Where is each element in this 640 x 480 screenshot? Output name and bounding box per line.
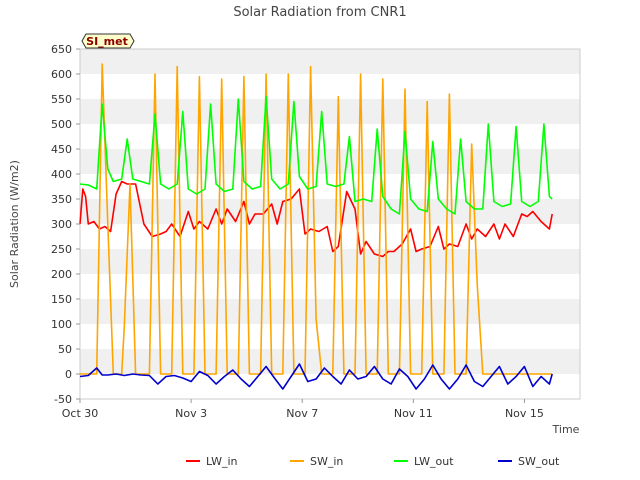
- y-tick-label: 150: [51, 293, 72, 306]
- y-tick-label: 550: [51, 93, 72, 106]
- y-tick-label: 350: [51, 193, 72, 206]
- legend: LW_in SW_in LW_out SW_out: [186, 455, 560, 468]
- grid-band: [80, 174, 580, 199]
- x-axis-label: Time: [552, 423, 580, 436]
- y-tick-label: 0: [65, 368, 72, 381]
- y-tick-label: 250: [51, 243, 72, 256]
- site-label-shape: [81, 33, 135, 49]
- y-tick-label: 300: [51, 218, 72, 231]
- y-tick-label: 500: [51, 118, 72, 131]
- x-tick-label: Nov 3: [175, 407, 207, 420]
- y-tick-label: 600: [51, 68, 72, 81]
- x-axis: Oct 30 Nov 3 Nov 7 Nov 11 Nov 15: [62, 399, 544, 420]
- y-tick-label: 400: [51, 168, 72, 181]
- y-tick-label: 100: [51, 318, 72, 331]
- grid-band: [80, 299, 580, 324]
- grid-band: [80, 74, 580, 99]
- grid-band: [80, 99, 580, 124]
- y-tick-label: 200: [51, 268, 72, 281]
- grid-band: [80, 149, 580, 174]
- y-tick-label: 50: [58, 343, 72, 356]
- legend-label: SW_out: [518, 455, 560, 468]
- x-tick-label: Nov 11: [394, 407, 433, 420]
- y-tick-label: 450: [51, 143, 72, 156]
- y-axis: -50 0 50 100 150 200 250 300 350 400 450 500 550 600 6…: [51, 43, 80, 406]
- site-label: SI_met: [86, 35, 128, 48]
- grid-band: [80, 124, 580, 149]
- y-axis-label: Solar Radiation (W/m2): [8, 160, 21, 288]
- site-label-box: SI_met: [81, 33, 135, 49]
- x-tick-label: Nov 15: [505, 407, 544, 420]
- grid-band: [80, 274, 580, 299]
- grid-band: [80, 324, 580, 349]
- legend-label: LW_in: [206, 455, 238, 468]
- y-tick-label: -50: [54, 393, 72, 406]
- legend-label: SW_in: [310, 455, 343, 468]
- legend-label: LW_out: [414, 455, 454, 468]
- series-layer: [79, 63, 553, 390]
- series-line-lw-out: [79, 95, 553, 215]
- grid-band: [80, 49, 580, 74]
- series-line-sw-in: [80, 63, 553, 375]
- series-line-sw-out: [79, 363, 553, 390]
- x-tick-label: Oct 30: [62, 407, 99, 420]
- x-tick-label: Nov 7: [286, 407, 318, 420]
- y-tick-label: 650: [51, 43, 72, 56]
- grid-band: [80, 199, 580, 224]
- chart-title: Solar Radiation from CNR1: [233, 5, 406, 20]
- grid-band: [80, 249, 580, 274]
- grid-band: [80, 349, 580, 374]
